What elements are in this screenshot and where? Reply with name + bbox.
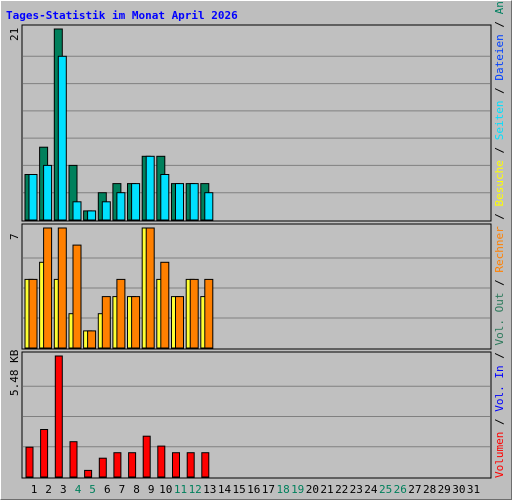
x-tick-label: 11: [174, 483, 187, 496]
bar-volumen-11: [172, 452, 180, 478]
x-tick-label: 8: [133, 483, 140, 496]
bar-rechner-1: [28, 278, 38, 349]
x-tick-label: 16: [247, 483, 260, 496]
legend-item: Anfragen: [493, 0, 506, 14]
bar-seiten-7: [116, 192, 126, 221]
x-tick-label: 17: [262, 483, 275, 496]
legend-item: Vol. In: [493, 365, 506, 411]
bar-volumen-7: [113, 452, 122, 478]
legend: Volumen / Vol. In / Vol. Out / Rechner /…: [493, 0, 506, 478]
bar-rechner-8: [131, 296, 141, 349]
x-tick-label: 10: [159, 483, 172, 496]
bar-seiten-10: [160, 174, 170, 221]
x-tick-label: 15: [232, 483, 245, 496]
x-axis-labels: 1 2 3 4 5 6 7 8 9 10 11 12 13 14 15 16 17 18 19 20 21 22 23 24 2…: [31, 483, 480, 496]
bar-volumen-4: [69, 441, 78, 478]
x-tick-label: 9: [148, 483, 155, 496]
legend-item: /: [493, 412, 506, 432]
bar-volumen-10: [157, 445, 166, 478]
x-tick-label: 13: [203, 483, 216, 496]
legend-item: Volumen: [493, 432, 506, 478]
x-tick-label: 2: [45, 483, 52, 496]
x-tick-label: 25: [379, 483, 392, 496]
bar-seiten-13: [204, 192, 214, 221]
legend-item: /: [493, 140, 506, 160]
chart-panels: 21 7 5.48 KB: [8, 24, 492, 479]
panel-visits: 7: [8, 223, 492, 350]
bar-seiten-9: [145, 155, 155, 221]
bar-volumen-1: [25, 446, 34, 478]
bar-rechner-7: [116, 278, 126, 349]
chart-title: Tages-Statistik im Monat April 2026: [6, 9, 238, 22]
bar-rechner-5: [87, 330, 97, 349]
bar-rechner-6: [101, 296, 111, 349]
legend-item: /: [493, 14, 506, 34]
bar-seiten-12: [189, 183, 199, 221]
x-tick-label: 12: [189, 483, 202, 496]
x-tick-label: 27: [408, 483, 421, 496]
panel-volume: 5.48 KB: [8, 349, 492, 479]
x-tick-label: 6: [104, 483, 111, 496]
legend-item: Dateien: [493, 34, 506, 80]
bar-seiten-6: [101, 201, 111, 221]
bar-volumen-13: [201, 452, 210, 478]
legend-item: /: [493, 81, 506, 101]
bar-seiten-4: [72, 201, 82, 221]
x-tick-label: 1: [31, 483, 38, 496]
bar-rechner-13: [204, 278, 214, 349]
x-tick-label: 28: [423, 483, 436, 496]
bar-rechner-10: [160, 261, 170, 349]
x-tick-label: 18: [276, 483, 289, 496]
x-tick-label: 19: [291, 483, 304, 496]
x-tick-label: 20: [306, 483, 319, 496]
x-tick-label: 7: [119, 483, 126, 496]
y-max-label: 5.48 KB: [8, 349, 21, 396]
x-tick-label: 30: [452, 483, 465, 496]
bar-seiten-11: [175, 183, 184, 221]
x-tick-label: 14: [218, 483, 232, 496]
legend-item: /: [493, 206, 506, 226]
legend-item: Seiten: [493, 100, 506, 140]
y-max-label: 7: [8, 233, 21, 240]
x-tick-label: 4: [75, 483, 82, 496]
panel-volume-background: [21, 351, 492, 479]
bar-seiten-2: [43, 164, 53, 221]
legend-item: /: [493, 273, 506, 293]
panel-hits-background: [21, 24, 492, 222]
bar-volumen-9: [142, 435, 151, 478]
x-tick-label: 26: [394, 483, 407, 496]
bar-volumen-3: [54, 355, 63, 478]
bar-rechner-4: [72, 244, 82, 349]
bar-rechner-2: [43, 227, 53, 349]
bar-seiten-3: [57, 55, 67, 221]
legend-item: Vol. Out: [493, 293, 506, 346]
panel-visits-background: [21, 223, 492, 350]
x-tick-label: 5: [89, 483, 96, 496]
bar-rechner-3: [57, 227, 67, 349]
legend-item: Rechner: [493, 226, 506, 273]
bar-seiten-1: [28, 174, 38, 221]
panel-hits: 21: [8, 24, 492, 222]
bar-seiten-8: [131, 183, 141, 221]
x-tick-label: 24: [364, 483, 378, 496]
x-tick-label: 3: [60, 483, 67, 496]
x-tick-label: 21: [320, 483, 333, 496]
bar-volumen-5: [84, 469, 93, 478]
x-tick-label: 31: [467, 483, 480, 496]
bar-rechner-11: [175, 296, 184, 349]
bar-volumen-12: [186, 452, 195, 478]
x-tick-label: 22: [335, 483, 348, 496]
bar-rechner-12: [189, 278, 199, 349]
y-max-label: 21: [8, 28, 21, 41]
legend-item: /: [493, 346, 506, 366]
bar-seiten-5: [87, 210, 97, 221]
bar-rechner-9: [145, 227, 155, 349]
bar-volumen-2: [40, 429, 49, 478]
bar-volumen-8: [128, 452, 137, 478]
bar-volumen-6: [98, 457, 107, 478]
legend-item: Besuche: [493, 160, 506, 206]
x-tick-label: 23: [350, 483, 363, 496]
x-tick-label: 29: [438, 483, 451, 496]
